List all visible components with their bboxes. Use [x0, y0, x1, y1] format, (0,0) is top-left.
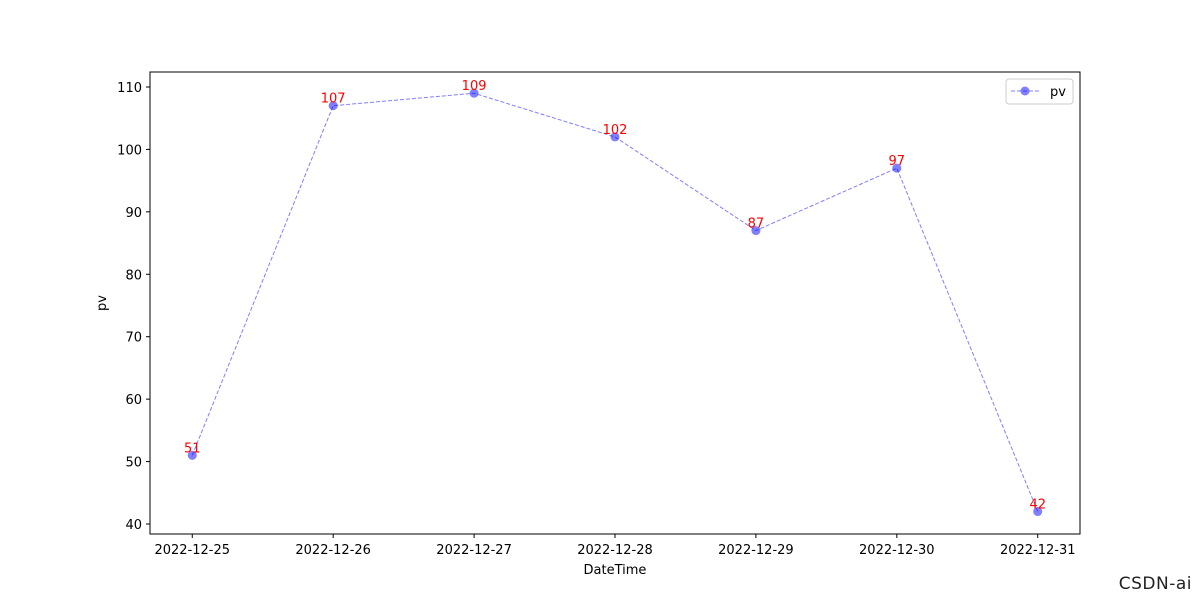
x-tick-label: 2022-12-31 [1000, 543, 1076, 558]
data-labels: 51 107 109 102 87 97 42 [184, 79, 1046, 512]
series-pv [187, 88, 1043, 517]
watermark: CSDN-ai [1118, 574, 1192, 594]
legend-label-pv: pv [1050, 85, 1066, 100]
legend: pv [1005, 78, 1074, 105]
data-label: 87 [748, 217, 765, 232]
legend-box [1005, 78, 1074, 105]
data-point [610, 132, 620, 142]
data-label: 102 [603, 123, 628, 138]
y-tick-label: 90 [125, 206, 142, 221]
data-label: 107 [321, 92, 346, 107]
y-tick-label: 50 [125, 456, 142, 471]
x-tick-label: 2022-12-29 [718, 543, 794, 558]
x-axis-label: DateTime [584, 563, 647, 578]
y-tick-label: 60 [125, 393, 142, 408]
data-label: 109 [462, 79, 487, 94]
x-tick-label: 2022-12-25 [154, 543, 230, 558]
data-label: 51 [184, 441, 201, 456]
plot-area [149, 71, 1081, 535]
data-label: 97 [889, 154, 906, 169]
y-axis: 40 50 60 70 80 90 100 110 [117, 81, 150, 533]
x-tick-label: 2022-12-26 [295, 543, 371, 558]
x-axis: 2022-12-25 2022-12-26 2022-12-27 2022-12-28… [154, 534, 1076, 558]
y-tick-label: 80 [125, 268, 142, 283]
data-point [1033, 507, 1043, 517]
data-point [469, 88, 479, 98]
y-tick-label: 100 [117, 143, 142, 158]
legend-marker-swatch [1020, 86, 1030, 96]
x-tick-label: 2022-12-28 [577, 543, 653, 558]
data-point [751, 226, 761, 236]
y-tick-label: 70 [125, 331, 142, 346]
x-tick-label: 2022-12-30 [859, 543, 935, 558]
data-label: 42 [1029, 498, 1046, 513]
x-tick-label: 2022-12-27 [436, 543, 512, 558]
y-tick-label: 110 [117, 81, 142, 96]
data-point [187, 450, 197, 460]
y-axis-label: pv [95, 295, 110, 311]
y-tick-label: 40 [125, 518, 142, 533]
data-point [328, 101, 338, 111]
data-point [892, 163, 902, 173]
